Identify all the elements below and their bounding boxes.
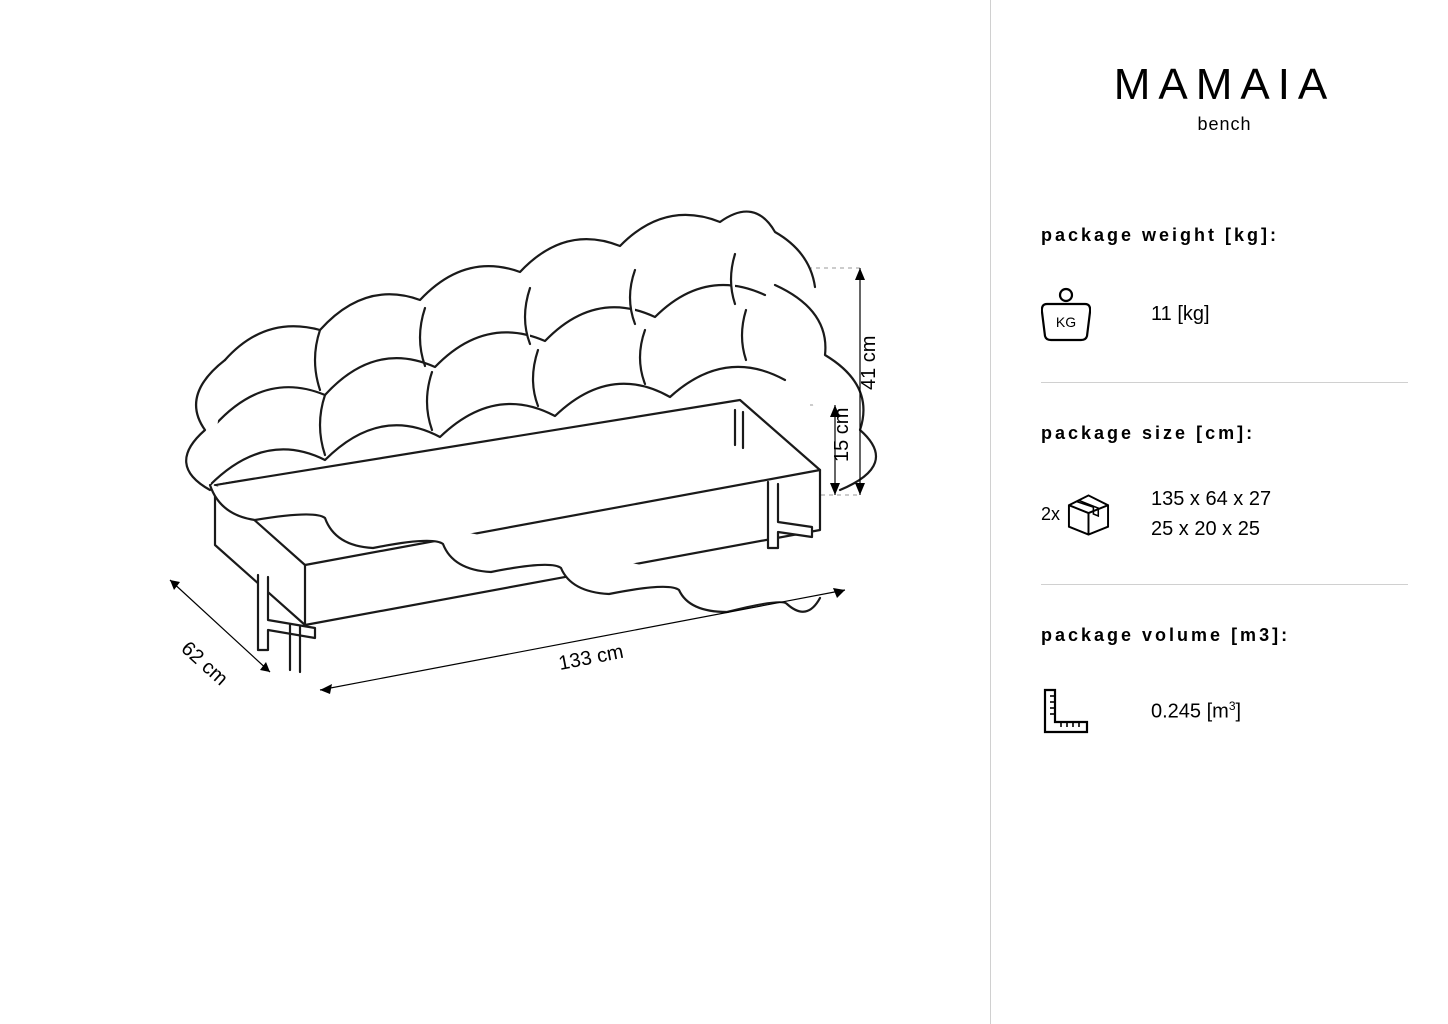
product-subtitle: bench (1041, 114, 1408, 135)
section-volume-label: package volume [m3]: (1041, 625, 1408, 646)
dim-length: 133 cm (557, 641, 626, 675)
ruler-icon (1041, 686, 1111, 736)
weight-icon: KG (1041, 286, 1111, 342)
svg-text:KG: KG (1056, 314, 1076, 330)
box-icon: 2x (1041, 491, 1111, 537)
diagram-panel: 62 cm 133 cm 41 cm 15 cm (0, 0, 990, 1024)
size-line-2: 25 x 20 x 25 (1151, 514, 1271, 544)
section-size-label: package size [cm]: (1041, 423, 1408, 444)
size-values: 135 x 64 x 27 25 x 20 x 25 (1151, 484, 1271, 544)
product-header: MAMAIA bench (1041, 60, 1408, 185)
product-title: MAMAIA (1041, 60, 1408, 110)
section-size: package size [cm]: 2x 135 x 64 x 27 25 x… (1041, 382, 1408, 584)
bench-drawing: 62 cm 133 cm 41 cm 15 cm (140, 230, 900, 750)
dim-height: 41 cm (858, 336, 880, 390)
section-weight: package weight [kg]: KG 11 [kg] (1041, 185, 1408, 382)
spec-panel: MAMAIA bench package weight [kg]: KG 11 … (990, 0, 1448, 1024)
box-qty: 2x (1041, 504, 1060, 525)
section-weight-label: package weight [kg]: (1041, 225, 1408, 246)
size-line-1: 135 x 64 x 27 (1151, 484, 1271, 514)
dim-depth: 62 cm (177, 637, 232, 690)
weight-value: 11 [kg] (1151, 303, 1210, 326)
volume-value: 0.245 [m3] (1151, 699, 1241, 724)
dim-leg-height: 15 cm (831, 408, 853, 462)
section-volume: package volume [m3]: 0.245 [m3] (1041, 584, 1408, 776)
